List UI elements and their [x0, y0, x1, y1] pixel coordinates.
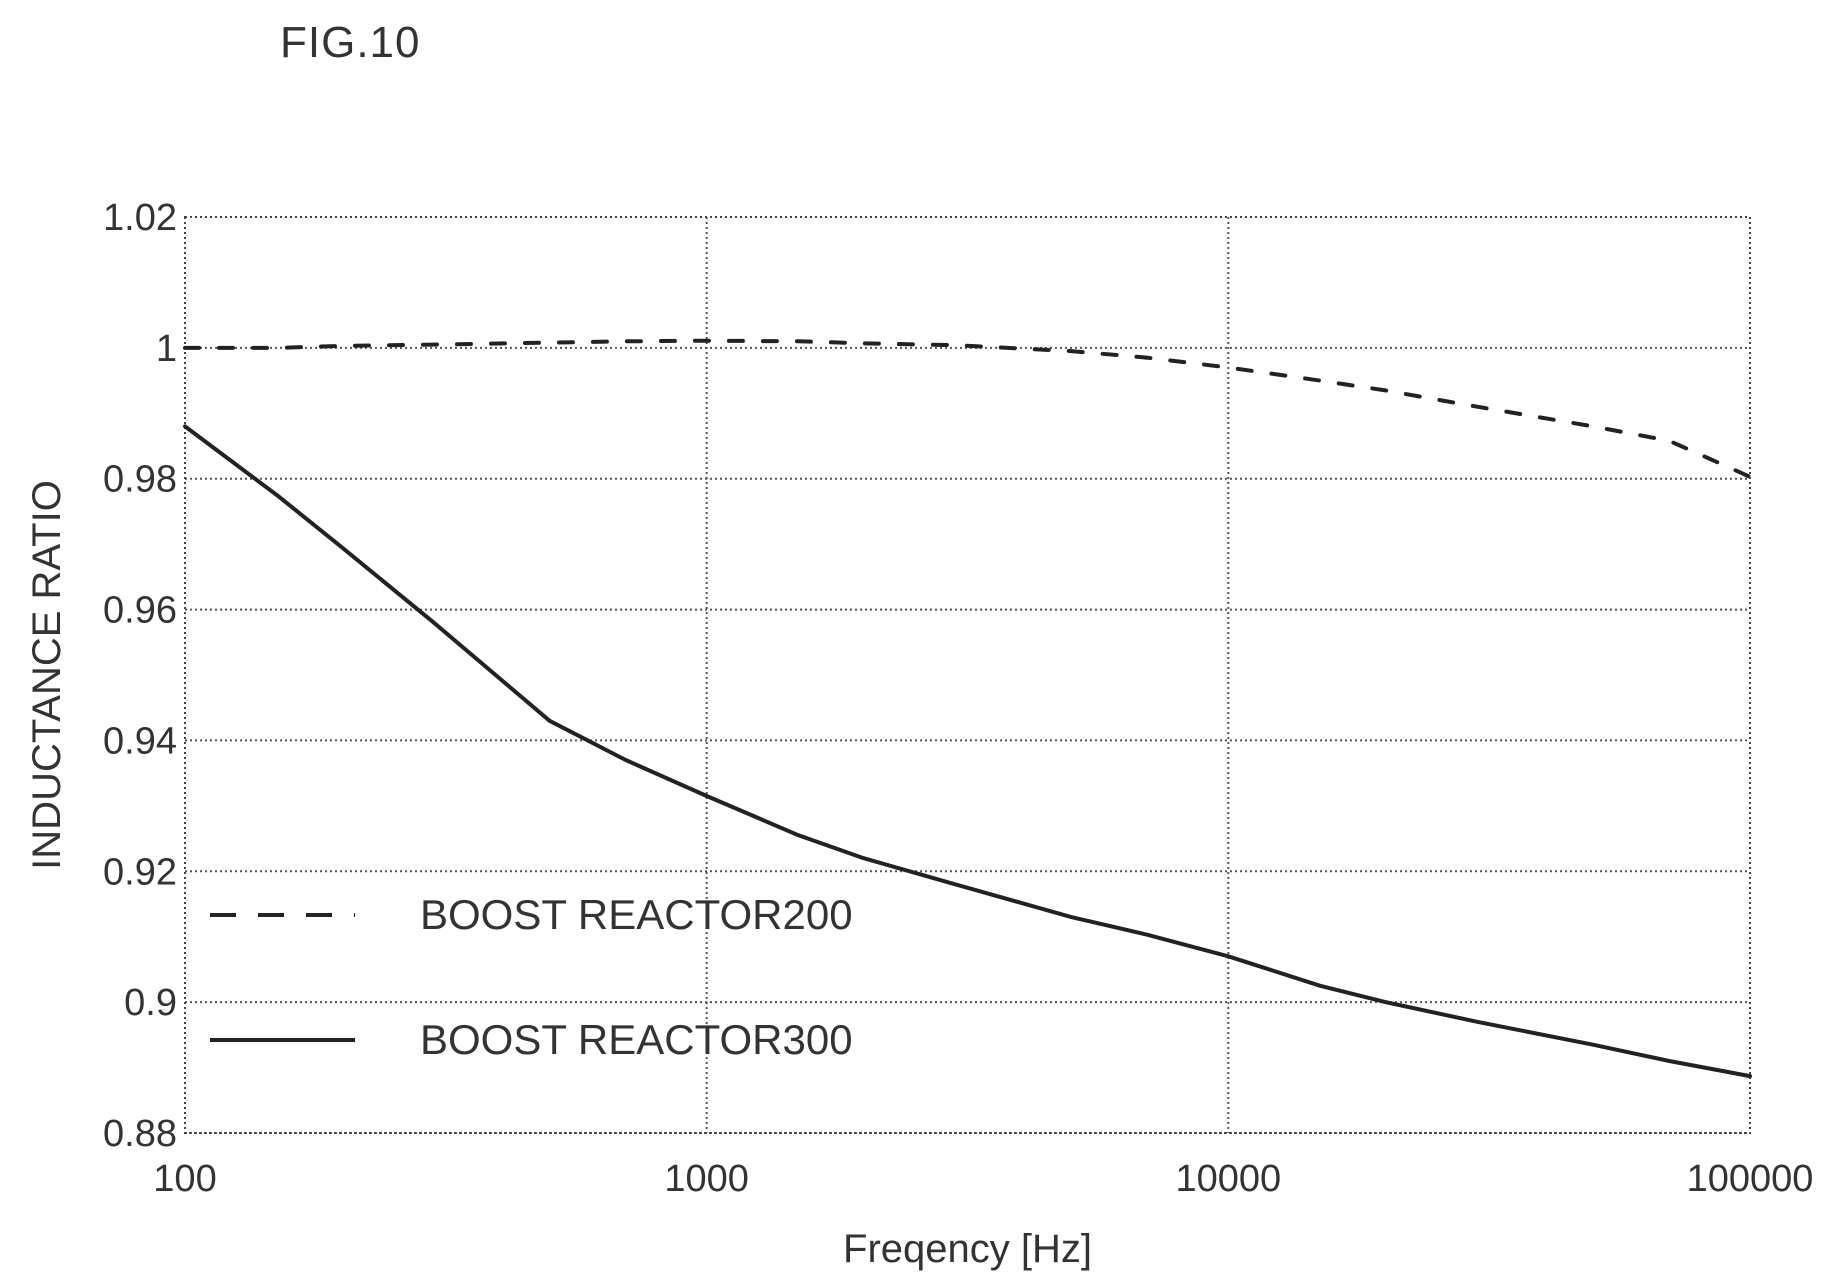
y-tick-label: 0.9 — [124, 982, 177, 1024]
series-line-2 — [183, 424, 1752, 1079]
y-tick-label: 0.94 — [103, 720, 177, 762]
grid-lines — [184, 216, 1751, 1134]
y-tick-label: 0.96 — [103, 590, 177, 632]
x-tick-labels: 100 1000 10000 100000 — [153, 1158, 1813, 1200]
y-tick-label: 0.88 — [103, 1113, 177, 1155]
x-tick-label: 1000 — [664, 1158, 749, 1200]
y-tick-labels: 0.88 0.9 0.92 0.94 0.96 0.98 1 1.02 — [103, 197, 177, 1155]
series-line-1 — [183, 338, 1752, 479]
plot-frame — [184, 216, 1751, 1134]
x-axis-label: Freqency [Hz] — [843, 1227, 1092, 1271]
figure-title: FIG.10 — [280, 18, 421, 67]
legend-label-2: BOOST REACTOR300 — [420, 1016, 853, 1063]
legend-label-1: BOOST REACTOR200 — [420, 891, 853, 938]
x-tick-label: 100 — [153, 1158, 216, 1200]
legend: BOOST REACTOR200 BOOST REACTOR300 — [210, 891, 853, 1063]
x-tick-label: 100000 — [1687, 1158, 1814, 1200]
plot-border — [184, 216, 1751, 1134]
x-tick-label: 10000 — [1175, 1158, 1281, 1200]
y-tick-label: 0.98 — [103, 459, 177, 501]
y-tick-label: 0.92 — [103, 851, 177, 893]
y-tick-label: 1.02 — [103, 197, 177, 239]
y-tick-label: 1 — [156, 328, 177, 370]
series-lines — [183, 338, 1752, 1079]
y-axis-label: INDUCTANCE RATIO — [25, 480, 69, 870]
